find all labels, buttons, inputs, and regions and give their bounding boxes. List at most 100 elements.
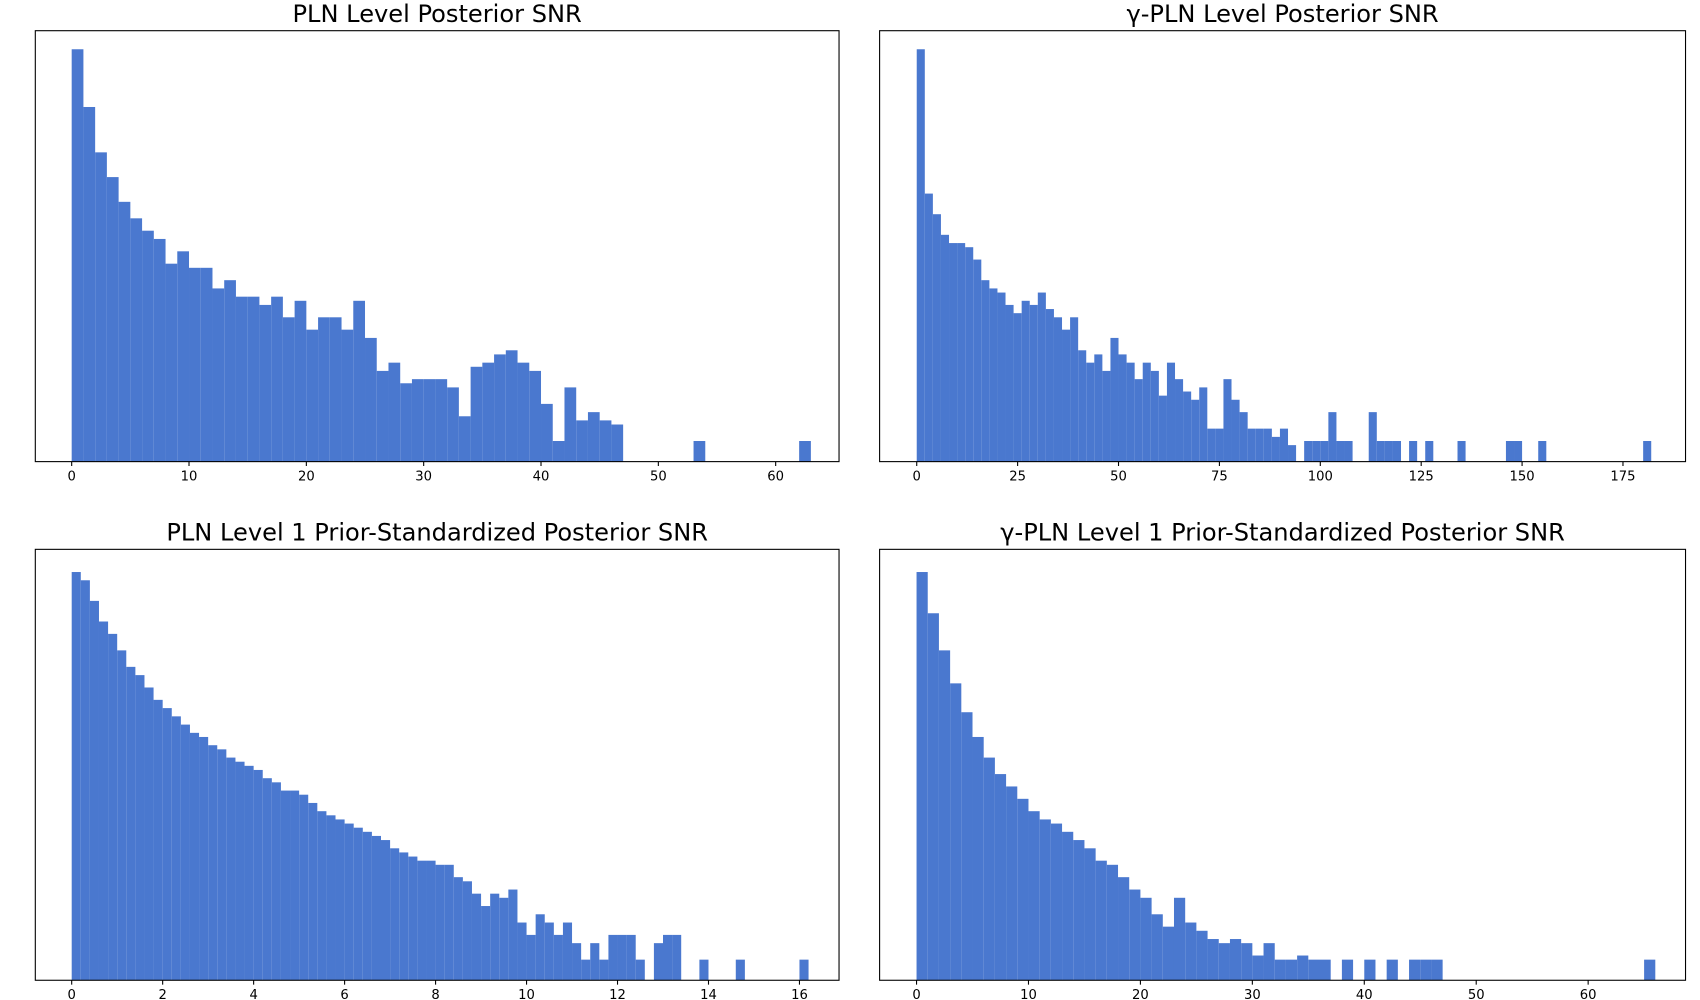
bar [189,732,200,981]
x-tick-label: 30 [415,469,432,484]
bar [177,251,190,462]
x-tick-label: 10 [1020,988,1037,1000]
bar [481,906,491,981]
bar [199,736,209,981]
bar [130,218,143,462]
bar [1231,399,1240,462]
bar [376,370,389,462]
bar [408,856,418,981]
x-tick-label: 75 [1211,469,1228,484]
bar [447,387,459,462]
bar [494,354,506,462]
bar [1017,798,1029,981]
bar [1312,441,1321,462]
x-tick-label: 6 [340,988,348,1000]
bar [590,943,600,981]
x-tick-label: 150 [1510,469,1535,484]
bar [973,259,982,462]
bar [1409,441,1418,462]
bar [1341,959,1354,981]
bar [541,403,553,462]
bar [135,675,145,981]
bar [526,934,536,981]
bar [294,300,307,462]
bar [1199,387,1208,462]
bar [626,934,636,981]
bar [1207,939,1219,981]
bar [108,633,118,981]
bar [587,412,600,462]
bar [118,201,131,462]
bar [1191,399,1200,462]
bar [106,177,119,462]
bar [1005,304,1014,462]
bar [326,815,336,981]
bar [83,106,96,462]
bar [95,152,107,462]
x-tick-label: 16 [791,988,808,1000]
bar [462,881,472,981]
x-tick-label: 60 [1580,988,1597,1000]
bar [1078,350,1087,462]
bar [1643,441,1652,462]
bar [282,317,295,462]
bar [927,613,939,981]
bar [362,831,372,981]
x-tick-label: 10 [518,988,535,1000]
bar [126,666,136,981]
bar [308,802,318,981]
bar [1457,441,1466,462]
bar [271,296,283,462]
bar [1328,412,1337,462]
x-tick-label: 0 [68,988,76,1000]
bar [1218,943,1230,981]
bar [71,49,84,462]
chart-title: PLN Level 1 Prior-Standardized Posterior… [166,519,708,547]
bar [453,877,463,981]
x-tick-label: 4 [249,988,257,1000]
bar [1129,889,1141,981]
bar [329,317,342,462]
bar [1538,441,1547,462]
bar [1070,317,1079,462]
bar [965,247,974,462]
chart-title: PLN Level Posterior SNR [293,0,583,28]
bar [1021,300,1030,462]
bar [171,716,181,981]
bar [1175,379,1184,462]
bar [1045,309,1054,462]
bar [1185,922,1197,981]
bar [599,959,609,981]
bar [1252,955,1264,981]
bar [1241,943,1253,981]
bar [1162,926,1174,981]
bar [517,922,527,981]
bar [1271,436,1280,462]
x-tick-label: 8 [431,988,439,1000]
bar [353,300,366,462]
bar [1364,959,1376,981]
bar [1223,379,1232,462]
bar [1274,959,1286,981]
x-tick-label: 25 [1009,469,1026,484]
bar [253,769,263,981]
bar [1028,811,1040,981]
bar [635,959,645,981]
bar [180,724,190,981]
bar [924,193,933,462]
bar [517,362,530,462]
bar [1263,943,1275,981]
bar [318,317,330,462]
bar [1158,395,1167,462]
bar [950,683,962,981]
bar [435,864,445,981]
bar [490,893,500,981]
bar [365,337,377,462]
bar [1050,823,1063,981]
bar [1279,428,1289,462]
bar [617,934,627,981]
x-tick-label: 125 [1409,469,1434,484]
bar [244,765,254,981]
bar [535,914,545,981]
